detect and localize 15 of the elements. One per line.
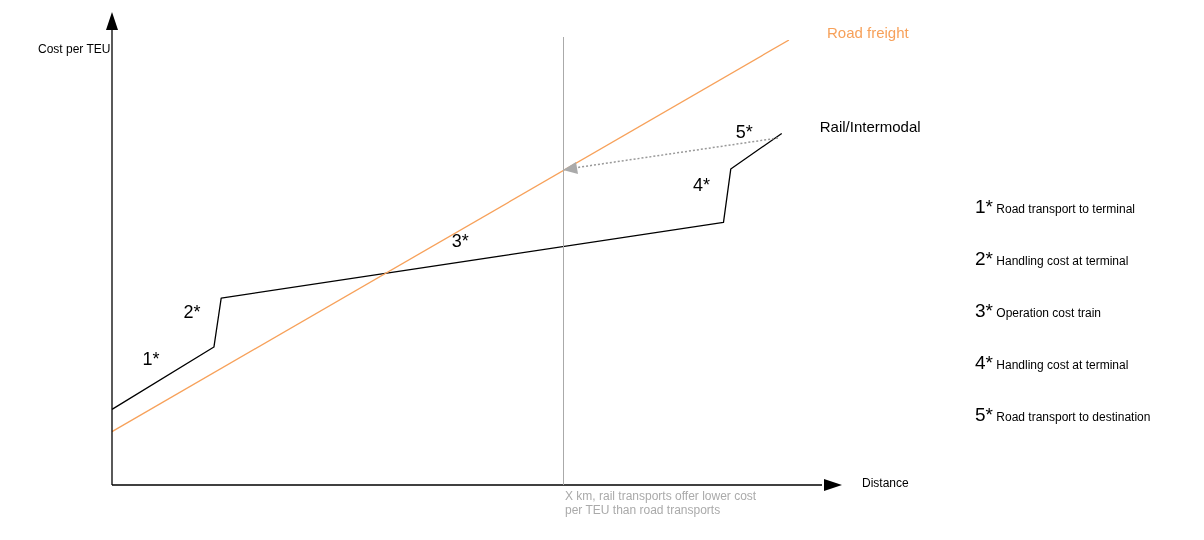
text: 2* Handling cost at terminal: [975, 248, 1130, 271]
text: X km, rail transports offer lower cost per TEU than road transports: [565, 489, 758, 517]
y-axis-title: Cost per TEU: [38, 42, 111, 57]
text: 4* Handling cost at terminal: [975, 352, 1130, 375]
text: 5* Road transport to destination: [975, 404, 1151, 427]
text: 1* Road transport to terminal: [975, 196, 1137, 219]
text: Distance: [862, 476, 909, 490]
text: Rail/Intermodal: [819, 117, 921, 135]
annotation: 1*: [142, 349, 160, 370]
annotation: 5*: [735, 122, 753, 143]
annotation: 2*: [183, 301, 201, 322]
text: Road freight: [827, 24, 910, 42]
annotation: 3*: [451, 231, 469, 252]
text: 3* Operation cost train: [975, 300, 1103, 323]
annotation: 4*: [692, 174, 710, 195]
